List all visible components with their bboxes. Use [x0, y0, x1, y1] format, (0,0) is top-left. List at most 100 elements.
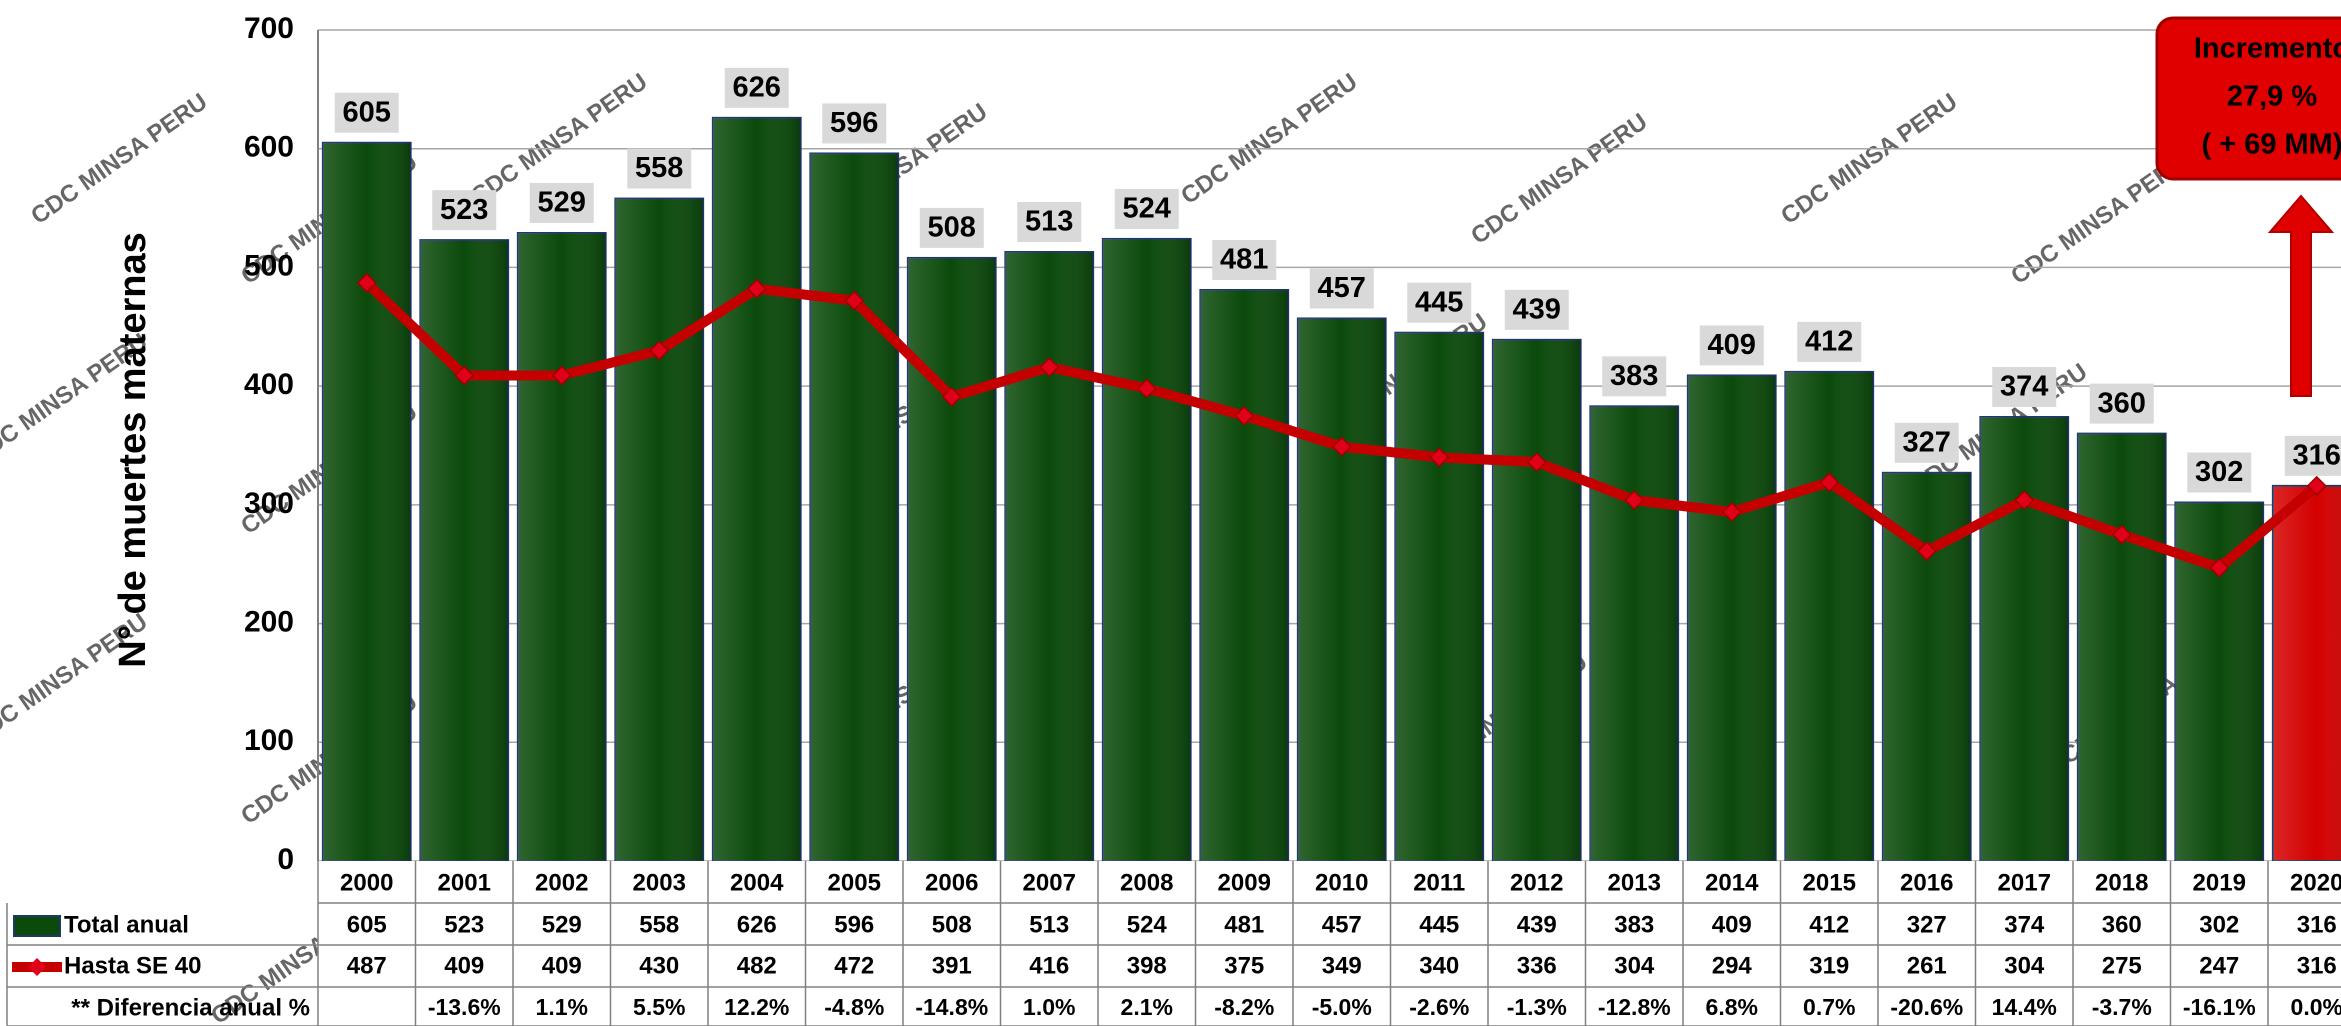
bar-shade [810, 153, 899, 861]
x-tick-label: 2020 [2290, 869, 2341, 896]
line-marker [2111, 524, 2132, 545]
table-cell: 529 [542, 911, 582, 938]
bar-shade [1590, 406, 1679, 861]
data-label-box [1114, 188, 1179, 229]
data-label-box [2284, 435, 2341, 476]
data-label: 439 [1513, 294, 1561, 326]
line-marker [1234, 405, 1255, 426]
table-cell: 508 [932, 911, 972, 938]
table-cell: 513 [1029, 911, 1069, 938]
data-label: 529 [538, 187, 586, 219]
bar-shade [1395, 332, 1484, 861]
table-cell: -3.7% [2092, 994, 2152, 1020]
data-label: 558 [635, 152, 683, 184]
x-tick-label: 2019 [2193, 869, 2246, 896]
bar-shade [1200, 289, 1289, 862]
data-label: 374 [2000, 371, 2048, 403]
x-tick-label: 2002 [535, 869, 588, 896]
bar-shade [1687, 375, 1776, 861]
data-label-box [1407, 282, 1472, 323]
watermark: CDC MINSA PERU [0, 608, 152, 750]
table-cell: 439 [1517, 911, 1557, 938]
data-label: 523 [440, 194, 488, 226]
table-cell: 14.4% [1992, 994, 2057, 1020]
y-tick-label: 700 [244, 12, 294, 45]
y-tick-label: 400 [244, 368, 294, 401]
y-tick-label: 100 [244, 724, 294, 757]
bar-shade [517, 233, 606, 861]
data-label: 412 [1805, 326, 1853, 358]
table-cell: 412 [1809, 911, 1849, 938]
data-label: 316 [2293, 440, 2341, 472]
watermark: CDC MINSA PERU [26, 88, 212, 230]
table-cell: 409 [444, 952, 484, 979]
table-cell: 523 [444, 911, 484, 938]
table-cell: 445 [1419, 911, 1459, 938]
x-tick-label: 2018 [2095, 869, 2148, 896]
x-tick-label: 2010 [1315, 869, 1368, 896]
table-cell: -1.3% [1507, 994, 1567, 1020]
y-tick-label: 0 [277, 843, 294, 876]
bar-shade [1785, 371, 1874, 861]
data-label-box [1602, 356, 1667, 397]
data-label-box [1699, 325, 1764, 366]
bar-shade [1980, 417, 2069, 861]
table-bg [318, 861, 2341, 1026]
data-label-box [1894, 422, 1959, 463]
table-cell: 340 [1419, 952, 1459, 979]
x-tick-label: 2001 [438, 869, 491, 896]
x-tick-label: 2015 [1803, 869, 1856, 896]
data-label: 605 [343, 96, 391, 128]
line-marker [1136, 378, 1157, 399]
watermark: CDC MINSA PERU [1466, 108, 1652, 250]
bar-shade [907, 257, 996, 862]
table-cell: 374 [2004, 911, 2045, 938]
data-label-box [2089, 383, 2154, 424]
y-axis-label: N° de muertes maternas [112, 232, 154, 667]
line-marker [1819, 472, 1840, 493]
table-cell: -4.8% [824, 994, 884, 1020]
line-marker [551, 365, 572, 386]
table-cell: 304 [1614, 952, 1655, 979]
table-cell: 409 [542, 952, 582, 979]
data-label: 481 [1220, 244, 1268, 276]
data-label: 360 [2098, 387, 2146, 419]
line-marker [2306, 475, 2327, 496]
data-label-box [432, 190, 497, 231]
table-cell: -2.6% [1409, 994, 1469, 1020]
table-cell: 596 [834, 911, 874, 938]
data-label-box [822, 103, 887, 144]
bar-shade [322, 142, 411, 861]
table-cell: -5.0% [1312, 994, 1372, 1020]
bar-shade [1492, 339, 1581, 861]
data-label: 513 [1025, 206, 1073, 238]
table-cell: 275 [2102, 952, 2142, 979]
data-label: 445 [1415, 286, 1463, 318]
line-marker [1721, 501, 1742, 523]
table-cell: 1.0% [1023, 994, 1075, 1020]
table-cell: 360 [2102, 911, 2142, 938]
data-label: 524 [1123, 193, 1171, 225]
data-label: 409 [1708, 329, 1756, 361]
x-tick-label: 2005 [828, 869, 881, 896]
table-cell: 1.1% [536, 994, 588, 1020]
data-label-box [919, 207, 984, 248]
line-marker [356, 272, 377, 293]
annotation-box [2155, 16, 2341, 181]
bar-shade [420, 240, 509, 862]
table-cell: 430 [639, 952, 679, 979]
x-tick-label: 2003 [633, 869, 686, 896]
line-marker [746, 278, 767, 299]
line-marker [2209, 557, 2230, 578]
x-tick-label: 2016 [1900, 869, 1953, 896]
data-label-box [1992, 367, 2057, 408]
line-marker [1039, 357, 1060, 378]
y-tick-label: 500 [244, 249, 294, 282]
data-label-box [1212, 239, 1277, 280]
table-cell: 398 [1127, 952, 1167, 979]
data-label-box [1797, 321, 1862, 362]
line-marker [649, 340, 670, 361]
table-cell: 294 [1712, 952, 1753, 979]
data-label: 596 [830, 107, 878, 139]
data-label: 302 [2195, 456, 2243, 488]
